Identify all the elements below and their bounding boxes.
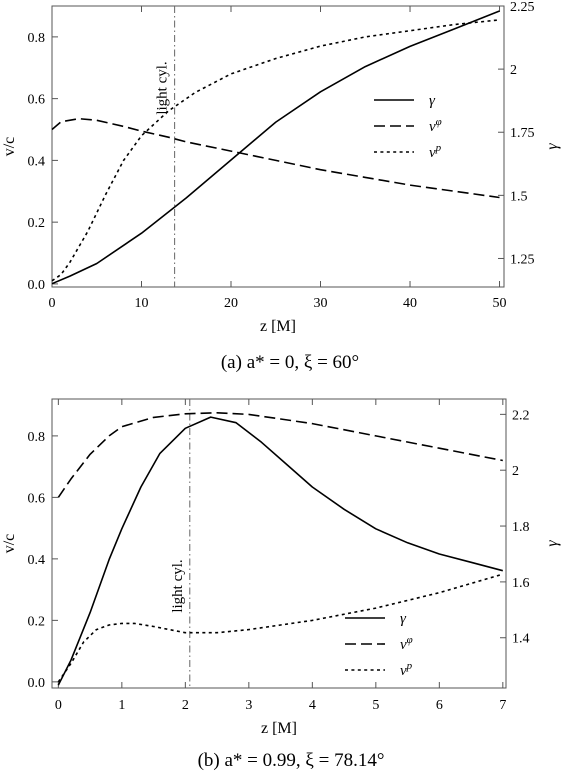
- chart-panel-b: 0 1 2 3 4 5 6 7 0.0 0.2 0.4 0.6 0.8 1.4 1.6 1.8 2 2.2 z [M…: [1, 398, 561, 771]
- legend-v-phi-label: vφ: [400, 634, 413, 653]
- series-line-dashed: [57, 411, 503, 498]
- y2-tick-label: 1.75: [510, 126, 535, 141]
- y-tick-label: 0.8: [28, 31, 46, 46]
- series-line-solid: [57, 416, 504, 686]
- y-tick-label: 0.2: [28, 614, 46, 629]
- figure-caption: (a) a* = 0, ξ = 60°: [221, 352, 359, 373]
- light-cylinder-label: light cyl.: [155, 61, 171, 114]
- series-line-dashed: [51, 117, 500, 199]
- y2-axis-label: γ: [544, 143, 561, 150]
- x-tick-label: 6: [436, 698, 443, 713]
- y2-tick-label: 1.4: [512, 632, 530, 647]
- legend-gamma-label: γ: [429, 93, 436, 109]
- x-tick-label: 3: [245, 698, 252, 713]
- legend-v-phi-label: vφ: [429, 116, 442, 135]
- y-tick-label: 0.2: [28, 216, 46, 231]
- x-tick-label: 1: [118, 698, 125, 713]
- y-tick-label: 0.6: [28, 93, 46, 108]
- y2-tick-label: 1.8: [512, 520, 530, 535]
- y2-tick-label: 2: [510, 63, 517, 78]
- y-tick-label: 0.8: [28, 430, 46, 445]
- x-tick-label: 0: [55, 698, 62, 713]
- light-cylinder-label: light cyl.: [170, 559, 186, 612]
- legend-v-p-label: vp: [429, 142, 442, 161]
- y2-tick-label: 2.25: [510, 0, 535, 15]
- y2-axis-label: γ: [544, 540, 561, 547]
- legend-gamma-label: γ: [400, 611, 407, 627]
- y2-tick-label: 1.6: [512, 576, 530, 591]
- chart-panel-a: 0 10 20 30 40 50 0.0 0.2 0.4 0.6 0.8 1.25 1.5 1.75 2 2.…: [1, 0, 561, 373]
- y2-tick-label: 1.25: [510, 252, 535, 267]
- plot-frame: [51, 5, 505, 288]
- x-tick-label: 4: [309, 698, 316, 713]
- y-tick-label: 0.0: [28, 676, 46, 691]
- legend-v-p-label: vp: [400, 660, 413, 679]
- y-tick-label: 0.4: [28, 154, 46, 169]
- y2-tick-label: 1.5: [510, 189, 528, 204]
- x-tick-label: 7: [499, 698, 506, 713]
- plot-frame: [51, 398, 507, 689]
- y-axis-label: v/c: [1, 534, 18, 554]
- figure-caption: (b) a* = 0.99, ξ = 78.14°: [198, 750, 385, 771]
- y2-tick-label: 2: [512, 464, 519, 479]
- x-axis-label: z [M]: [261, 720, 297, 737]
- y-tick-label: 0.0: [28, 278, 46, 293]
- x-tick-label: 50: [493, 296, 507, 311]
- x-tick-label: 10: [135, 296, 149, 311]
- series-line-solid: [51, 10, 500, 285]
- x-tick-label: 20: [224, 296, 238, 311]
- x-tick-label: 30: [314, 296, 328, 311]
- y-tick-label: 0.4: [28, 553, 46, 568]
- y-axis-label: v/c: [1, 137, 18, 157]
- series-line-dotted: [51, 19, 500, 282]
- x-axis-label: z [M]: [260, 318, 296, 335]
- x-tick-label: 5: [372, 698, 379, 713]
- x-tick-label: 0: [49, 296, 56, 311]
- y-tick-label: 0.6: [28, 491, 46, 506]
- y2-tick-label: 2.2: [512, 408, 530, 423]
- series-line-dotted: [57, 573, 504, 683]
- x-tick-label: 40: [403, 296, 417, 311]
- x-tick-label: 2: [182, 698, 189, 713]
